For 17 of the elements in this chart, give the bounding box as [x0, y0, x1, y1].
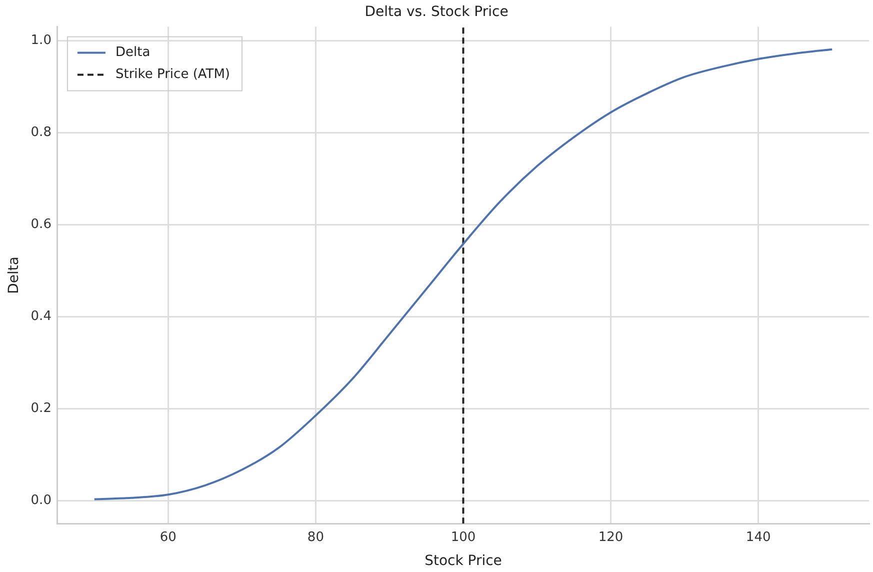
x-tick-label: 120 [598, 530, 624, 545]
x-tick-label: 80 [307, 530, 324, 545]
chart-title: Delta vs. Stock Price [364, 4, 508, 20]
y-tick-label: 0.0 [30, 492, 52, 508]
y-tick-label: 0.8 [30, 124, 52, 140]
x-axis-title: Stock Price [424, 553, 502, 570]
x-tick-label: 140 [746, 530, 771, 545]
line-series [93, 48, 834, 500]
y-tick-label: 0.4 [30, 308, 52, 324]
ref-line-label: Strike Price (ATM) [115, 67, 230, 82]
y-tick-label: 0.2 [30, 400, 52, 416]
x-tick-label: 60 [160, 530, 176, 545]
y-tick-label: 0.6 [30, 216, 52, 232]
x-tick-label: 100 [450, 530, 476, 545]
y-tick-label: 1.0 [30, 32, 52, 48]
legend-label: Delta [115, 45, 150, 60]
y-axis-title: Delta [6, 256, 22, 294]
